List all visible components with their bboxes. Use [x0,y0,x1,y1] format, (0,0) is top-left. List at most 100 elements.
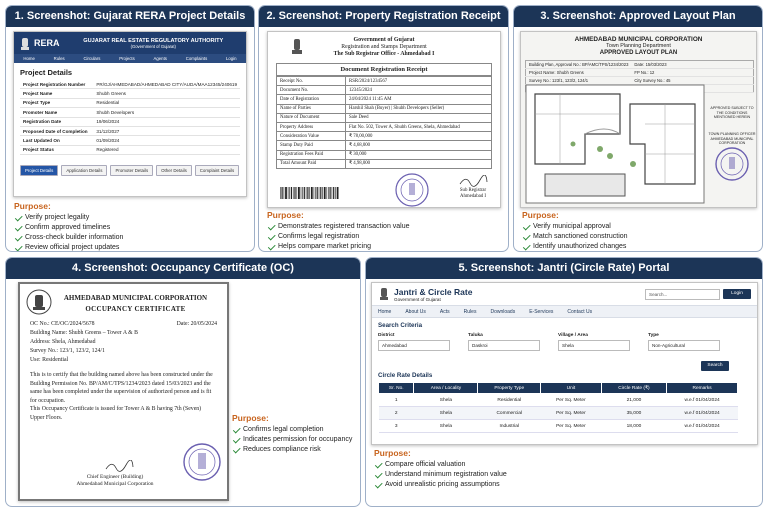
cell: Shela [413,393,478,407]
purpose-text: Avoid unrealistic pricing assumptions [385,481,500,488]
cell: 3 [378,419,414,433]
row: Name of Parties Harshil Shah (Buyer) | Sh… [276,103,492,114]
row: Document No. 12345/2024 [276,85,492,96]
label: Promoter Name [20,107,94,118]
barcode-bar [303,187,305,199]
text-line: OCCUPANCY CERTIFICATE [85,305,186,313]
text-line: Sub Registrar [459,188,487,193]
column-header: Unit [540,382,602,394]
text-line: Registration and Stamps Department [341,44,427,50]
nav-item[interactable]: Acts [439,308,450,315]
label: Consideration Value [276,131,346,142]
column-header: Circle Rate (₹) [600,382,668,394]
purpose-text: Verify municipal approval [533,223,611,230]
cell: Industrial [477,419,541,433]
nav-item[interactable]: Complaints [185,56,208,61]
purpose-text: Understand minimum registration value [385,471,507,478]
screenshot: RERA GUJARAT REAL ESTATE REGULATORY AUTH… [13,31,247,197]
nav-item[interactable]: Home [378,308,392,315]
barcode-bar [280,187,281,199]
screenshot: AHMEDABAD MUNICIPAL CORPORATION OCCUPANCY… [18,282,229,501]
purpose-item: Avoid unrealistic pricing assumptions [374,480,507,490]
tabs: Project Details Application Details Promot… [20,165,240,176]
row: 1 Shela Residential Per Sq. Meter 21,000 w.e.… [378,393,738,407]
barcode-bar [313,187,315,199]
text-line: Chief Engineer (Building) [86,474,144,480]
tab[interactable]: Project Details [20,165,59,176]
barcode [280,187,339,199]
nav-item[interactable]: Home [23,56,35,61]
tab[interactable]: Complaint Details [194,165,240,176]
nav-item[interactable]: E-Services [529,308,554,315]
search-button[interactable]: Search [701,361,729,371]
barcode-bar [323,187,326,199]
label: Survey No.: 123/1, 123/2, 124/1 [525,76,632,85]
row: Property Address Flat No. 502, Tower A, S… [276,121,492,133]
purpose-item: Verify project legality [14,213,123,223]
purpose-item: Understand minimum registration value [374,470,507,480]
nav-item[interactable]: Circulars [83,56,101,61]
purpose-item: Demonstrates registered transaction valu… [267,222,410,232]
panel: 2. Screenshot: Property Registration Rec… [258,5,509,252]
nav-item[interactable]: Rules [53,56,65,61]
row: Last Updated On 01/09/2024 [20,135,240,146]
text-line: This Occupancy Certificate is issued for… [30,406,202,421]
authority: GUJARAT REAL ESTATE REGULATORY AUTHORITY [83,37,224,44]
receipt-header: Government of Gujarat Registration and St… [268,37,500,58]
purpose-label: Purpose: [267,210,304,220]
value: ₹ 30,000 [345,149,492,160]
value: ₹ 78,00,000 [345,131,492,142]
nav-item[interactable]: Contact Us [567,308,593,315]
nav-item[interactable]: Agents [153,56,167,61]
row: Registration Date 19/06/2024 [20,117,240,127]
label: Project Registration Number [20,80,94,90]
tab[interactable]: Promoter Details [110,165,154,176]
column-header: Area / Locality [413,382,479,394]
value: Residential [93,98,240,109]
purpose: Purpose: Demonstrates registered transact… [267,210,410,251]
screenshot: Government of Gujarat Registration and St… [267,31,501,208]
barcode-bar [322,187,323,199]
emblem [21,37,29,50]
content: Search Criteria District Ahmedabad Taluka D… [372,318,757,433]
dropdown[interactable]: Daskroi [468,340,540,351]
dropdown[interactable]: Shela [558,340,630,351]
rate-table: Sr. No. Area / Locality Property Type Unit C… [377,382,738,433]
nav-item[interactable]: Login [226,56,237,61]
purpose-label: Purpose: [522,210,559,220]
panel-title: 4. Screenshot: Occupancy Certificate (OC… [6,258,360,279]
purpose-label: Purpose: [232,413,269,423]
nav-item[interactable]: Rules [463,308,477,315]
field: Taluka Daskroi [468,333,540,351]
nav-item[interactable]: Projects [119,56,135,61]
row: Promoter Name Shubh Developers [20,107,240,118]
seal [715,147,749,181]
cell: w.e.f 01/04/2024 [666,393,738,407]
text-line: Use: Residential [30,357,69,363]
purpose-item: Confirms legal completion [232,425,352,435]
dropdown[interactable]: Non-Agricultural [648,340,720,351]
tab[interactable]: Other Details [156,165,192,176]
search-input[interactable]: Search... [645,288,720,300]
purpose: Purpose: Verify municipal approval Match s… [522,210,628,251]
certificate-header: AHMEDABAD MUNICIPAL CORPORATION OCCUPANCY… [44,293,227,315]
value: 24/04/2024 11:45 AM [345,94,492,105]
purpose-text: Reduces compliance risk [243,446,321,453]
cell: Per Sq. Meter [540,419,602,433]
barcode-bar [302,187,303,199]
tab[interactable]: Application Details [61,165,108,176]
value: RSR/2024/1234567 [345,75,492,87]
label: Registration Date [20,117,94,127]
value: Date: 15/03/2023 [631,60,754,69]
nav-item[interactable]: About Us [405,308,426,315]
heading: Circle Rate Details [378,372,433,379]
signatory: Chief Engineer (Building) Ahmedabad Munic… [60,474,170,488]
panel-title: 5. Screenshot: Jantri (Circle Rate) Port… [366,258,762,279]
login-button[interactable]: Login [723,289,751,299]
nav-item[interactable]: Downloads [490,308,516,315]
label: Project Type [20,98,94,109]
value: Flat No. 502, Tower A, Shubh Greens, She… [345,121,492,133]
dropdown[interactable]: Ahmedabad [378,340,450,351]
check-icon [233,435,241,443]
purpose-text: Identify unauthorized changes [533,243,627,250]
